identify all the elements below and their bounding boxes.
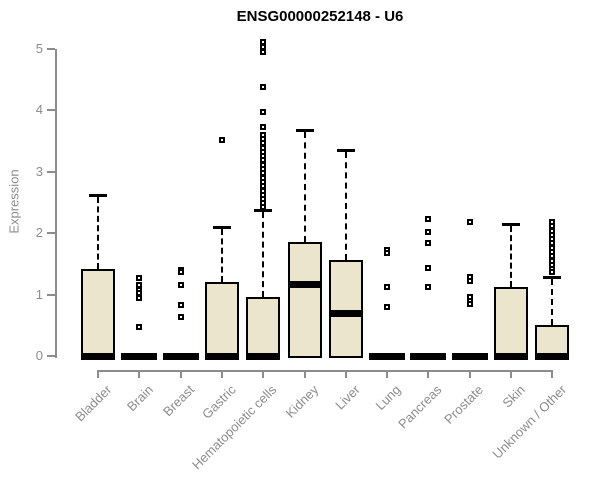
y-tick	[47, 293, 55, 296]
outlier-point	[177, 301, 184, 308]
outlier-point	[425, 228, 432, 235]
y-tick	[47, 109, 55, 111]
whisker-cap	[89, 193, 107, 197]
outlier-point	[466, 218, 473, 225]
chart-title: ENSG00000252148 - U6	[236, 8, 404, 25]
whisker-cap	[295, 128, 314, 132]
x-tick-label-text: Breast	[160, 382, 198, 420]
x-tick-label-text: Skin	[499, 382, 528, 411]
x-tick	[179, 370, 182, 378]
median-line	[204, 353, 239, 360]
x-tick-label-text: Bladder	[72, 382, 115, 425]
x-tick-label-text: Pancreas	[395, 382, 445, 432]
x-tick	[510, 370, 512, 378]
y-axis-line	[55, 48, 57, 358]
x-tick	[551, 370, 554, 378]
y-tick-label: 2	[35, 225, 43, 240]
x-axis-line	[97, 370, 554, 372]
whisker	[510, 225, 512, 288]
outlier-point	[177, 281, 184, 288]
outlier-point	[260, 204, 267, 211]
x-tick	[262, 370, 265, 378]
outlier-point	[177, 269, 184, 276]
median-line	[451, 353, 488, 360]
median-line	[121, 353, 158, 360]
box	[328, 260, 363, 358]
x-tick-label-text: Prostate	[441, 382, 487, 427]
x-tick-label-text: Kidney	[282, 382, 322, 421]
whisker	[303, 131, 306, 242]
outlier-point	[136, 324, 143, 331]
outlier-point	[425, 283, 432, 290]
whisker-cap	[502, 222, 520, 226]
x-tick	[427, 370, 430, 378]
median-line	[369, 353, 406, 360]
median-line	[535, 353, 570, 360]
box	[287, 241, 322, 358]
y-tick-label: 0	[35, 348, 43, 363]
outlier-point	[260, 49, 267, 56]
y-tick-label: 4	[35, 102, 43, 117]
outlier-point	[549, 269, 556, 276]
median-line	[410, 353, 447, 360]
y-tick	[47, 232, 55, 234]
whisker	[220, 228, 223, 282]
y-tick	[47, 47, 55, 50]
outlier-point	[384, 303, 391, 310]
median-line	[494, 353, 528, 360]
y-tick	[47, 355, 55, 357]
whisker-cap	[543, 275, 562, 279]
box	[246, 296, 281, 358]
x-tick	[138, 370, 141, 378]
median-line	[81, 353, 115, 360]
x-tick	[220, 370, 223, 378]
x-tick-label-text: Unknown / Other	[489, 382, 569, 462]
whisker	[344, 151, 347, 261]
x-tick-label-text: Liver	[331, 382, 363, 413]
whisker-cap	[212, 225, 231, 229]
x-tick	[468, 370, 471, 378]
outlier-point	[218, 136, 225, 143]
outlier-point	[466, 277, 473, 284]
outlier-point	[425, 265, 432, 272]
x-tick-label-text: Gastric	[198, 382, 239, 422]
x-tick	[344, 370, 347, 378]
whisker	[551, 278, 554, 326]
y-tick-label: 1	[35, 286, 43, 302]
outlier-point	[260, 123, 267, 130]
x-tick-label-text: Brain	[123, 382, 156, 415]
x-tick	[97, 370, 99, 378]
outlier-point	[425, 215, 432, 222]
outlier-point	[136, 294, 143, 301]
median-line	[328, 309, 363, 317]
outlier-point	[384, 283, 391, 290]
whisker	[97, 196, 99, 269]
outlier-point	[384, 250, 391, 257]
y-tick-label: 5	[35, 40, 43, 56]
x-tick	[303, 370, 306, 378]
outlier-point	[425, 240, 432, 247]
whisker	[262, 211, 265, 297]
box	[494, 287, 528, 358]
box	[204, 281, 239, 358]
outlier-point	[466, 300, 473, 307]
median-line	[287, 281, 322, 289]
box	[81, 268, 115, 358]
median-line	[246, 353, 281, 360]
outlier-point	[136, 274, 143, 281]
median-line	[162, 353, 199, 360]
whisker-cap	[336, 148, 355, 152]
x-tick-label-text: Lung	[372, 382, 404, 414]
outlier-point	[177, 313, 184, 320]
outlier-point	[260, 108, 267, 115]
y-tick	[47, 170, 55, 173]
outlier-point	[260, 83, 267, 90]
y-tick-label: 3	[35, 163, 43, 179]
x-tick	[386, 370, 389, 378]
